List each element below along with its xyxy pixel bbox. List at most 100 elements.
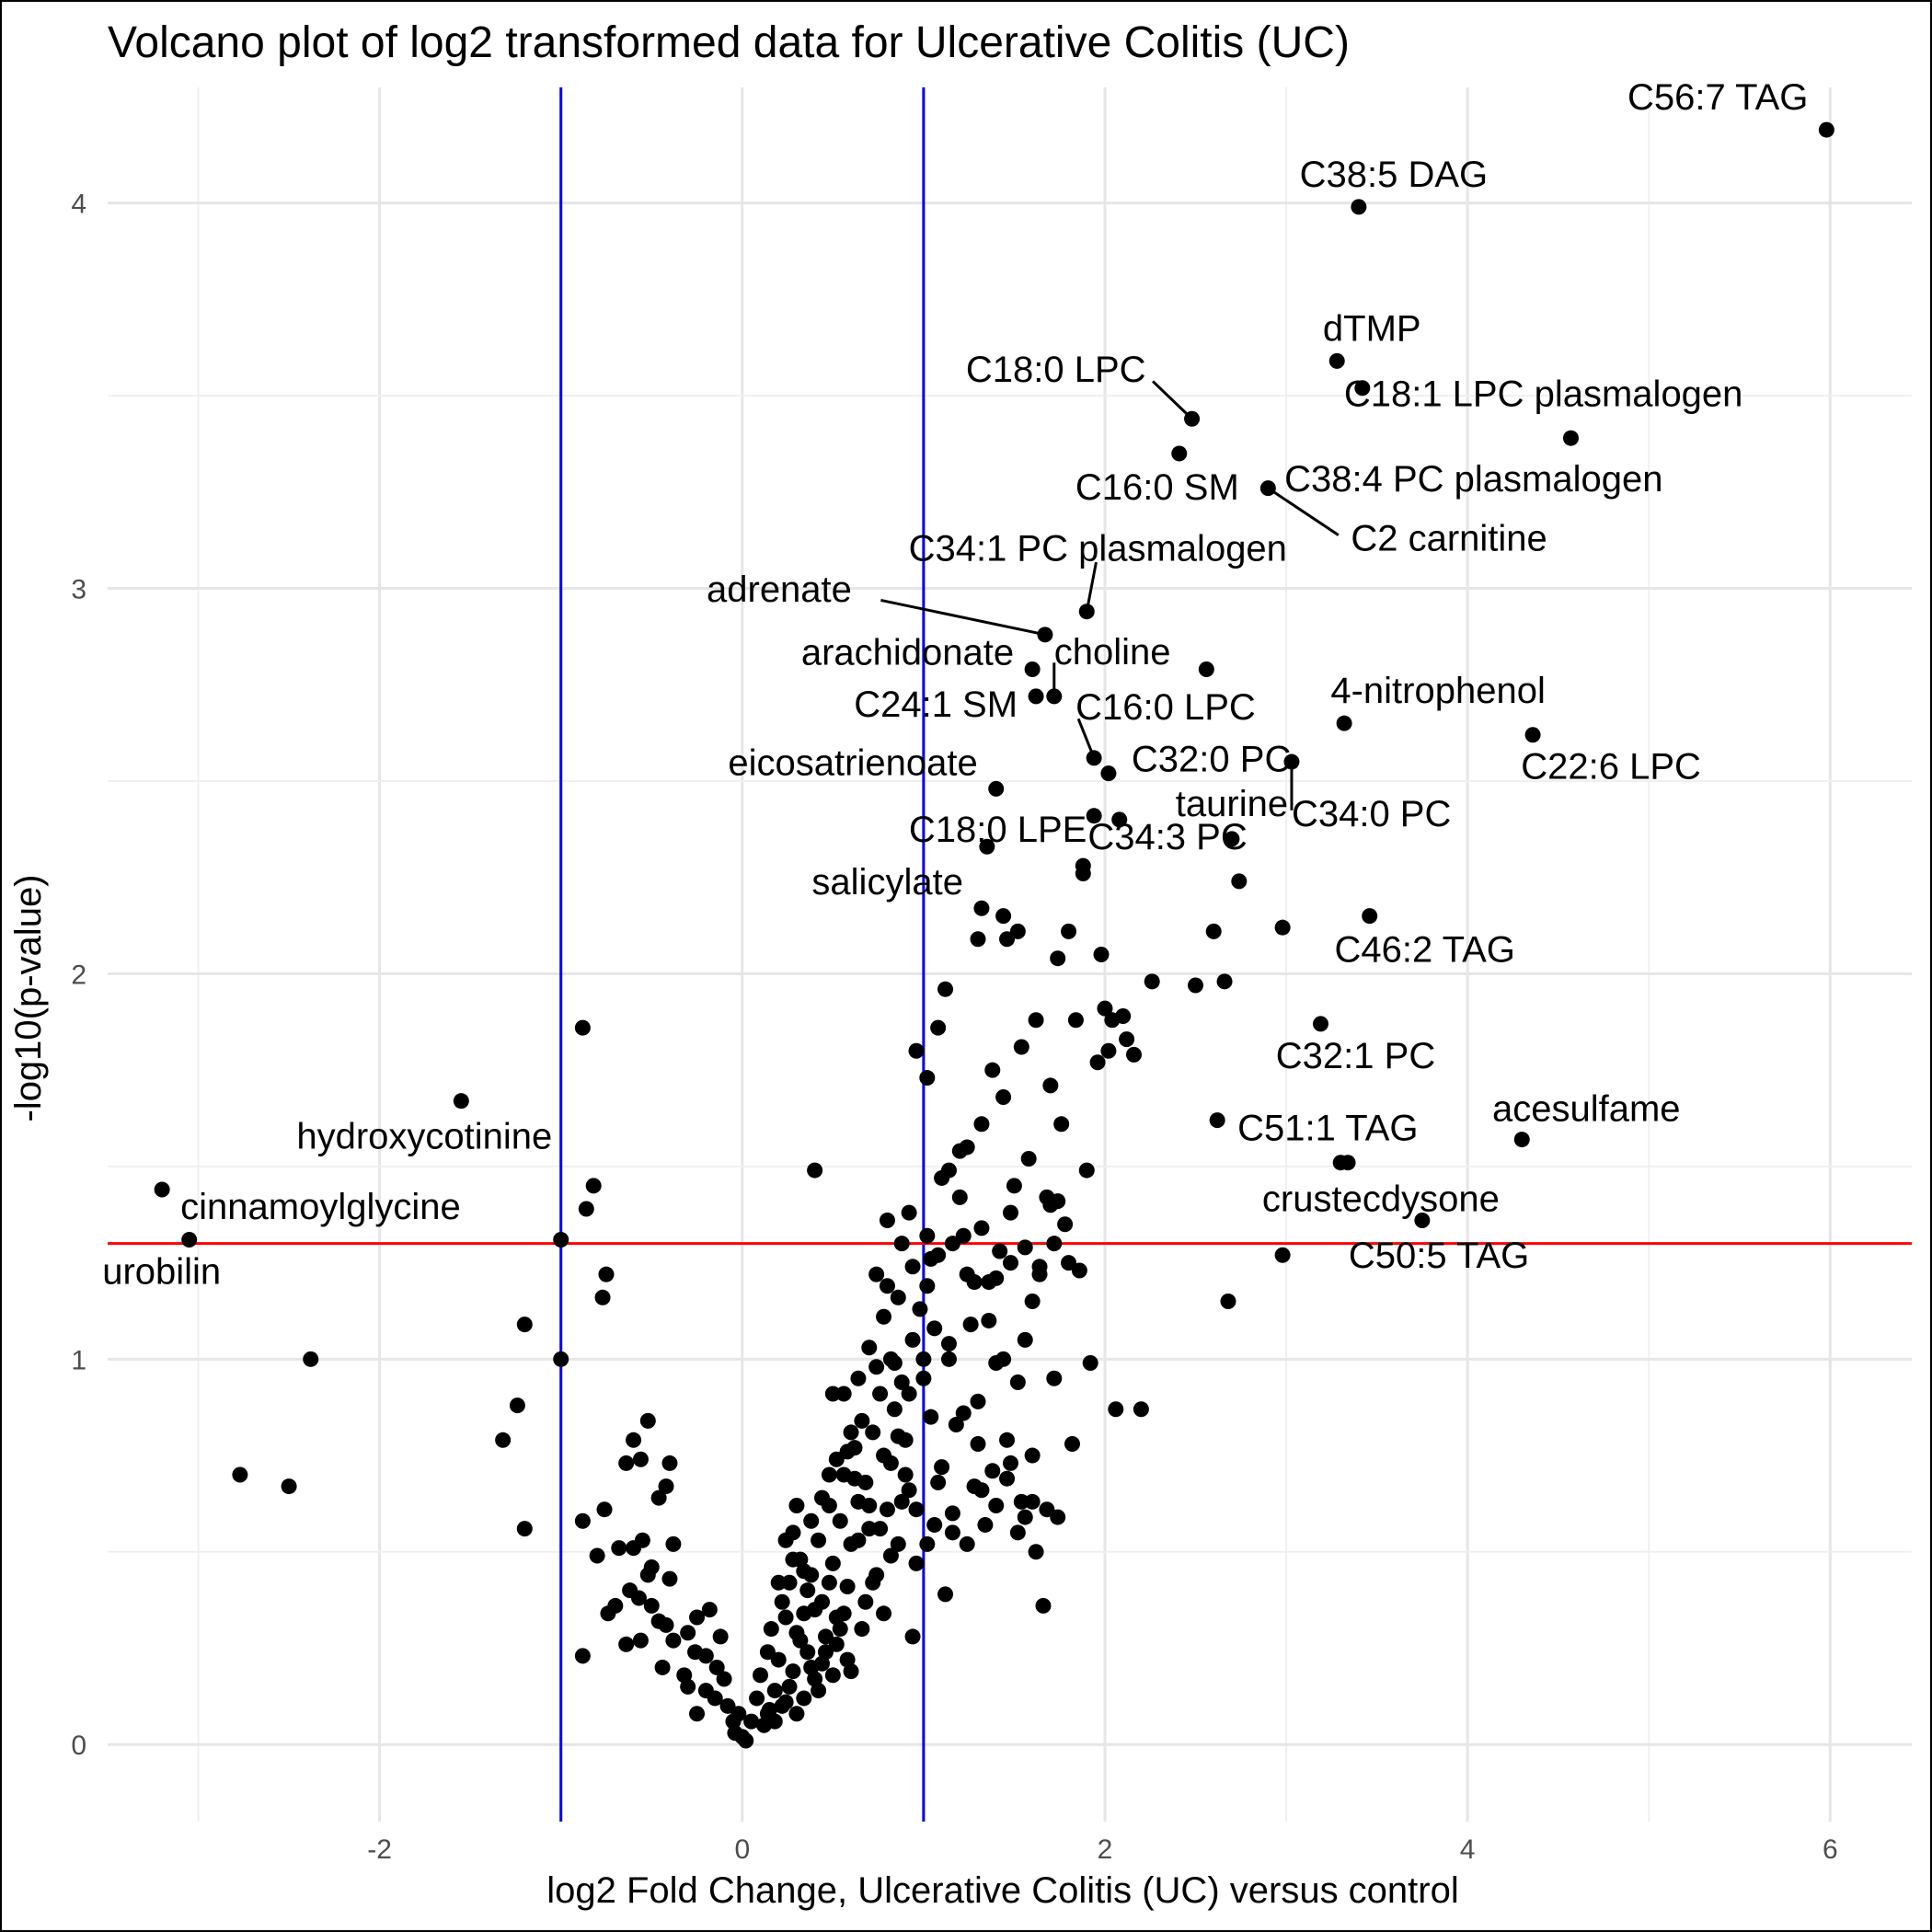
data-point bbox=[643, 1597, 660, 1614]
point-label: dTMP bbox=[1323, 308, 1421, 349]
point-label: C34:3 PC bbox=[1087, 817, 1247, 857]
data-point bbox=[879, 1501, 895, 1518]
data-point bbox=[944, 1524, 960, 1541]
data-point bbox=[1231, 873, 1248, 890]
data-point bbox=[1198, 661, 1214, 678]
data-point bbox=[876, 1308, 892, 1325]
label-leader-line bbox=[1267, 487, 1340, 536]
data-point bbox=[796, 1563, 812, 1580]
data-point bbox=[1086, 808, 1102, 824]
data-point bbox=[594, 1289, 611, 1305]
data-point bbox=[839, 1443, 856, 1460]
data-point bbox=[743, 1713, 760, 1730]
data-point bbox=[799, 1644, 816, 1661]
data-point bbox=[1031, 1266, 1048, 1282]
point-label: C2 carnitine bbox=[1351, 519, 1547, 559]
point-label: hydroxycotinine bbox=[296, 1117, 552, 1157]
point-label: C18:0 LPC bbox=[966, 350, 1146, 390]
data-point bbox=[689, 1706, 706, 1722]
x-tick-label: 4 bbox=[1460, 1834, 1476, 1865]
point-label: C50:5 TAG bbox=[1349, 1236, 1529, 1276]
data-point bbox=[697, 1683, 714, 1699]
data-point bbox=[763, 1621, 779, 1638]
data-point bbox=[766, 1683, 783, 1699]
data-point bbox=[1020, 1151, 1037, 1167]
point-label: C24:1 SM bbox=[854, 684, 1018, 725]
data-point bbox=[1039, 1501, 1055, 1518]
data-point bbox=[788, 1498, 805, 1514]
chart-title: Volcano plot of log2 transformed data fo… bbox=[108, 18, 1350, 67]
point-label: C38:5 DAG bbox=[1300, 155, 1489, 195]
data-point bbox=[872, 1521, 889, 1537]
data-point bbox=[940, 1351, 957, 1367]
data-point bbox=[753, 1667, 769, 1684]
point-label: C18:0 LPE bbox=[909, 810, 1087, 850]
data-point bbox=[828, 1636, 845, 1652]
data-point bbox=[719, 1697, 736, 1714]
data-point bbox=[553, 1231, 569, 1248]
data-point bbox=[1046, 1236, 1063, 1252]
data-point bbox=[882, 1455, 899, 1471]
data-point bbox=[730, 1706, 747, 1722]
data-point bbox=[661, 1570, 678, 1587]
data-point bbox=[665, 1535, 682, 1552]
y-axis-title: -log10(p-value) bbox=[8, 874, 49, 1121]
labeled-data-point bbox=[1562, 430, 1579, 446]
data-point bbox=[973, 1220, 990, 1236]
data-point bbox=[689, 1609, 706, 1626]
data-point bbox=[865, 1574, 881, 1591]
labeled-data-point bbox=[988, 780, 1005, 797]
data-point bbox=[904, 1628, 921, 1645]
point-label: acesulfame bbox=[1492, 1089, 1681, 1130]
point-label: cinnamoylglycine bbox=[180, 1187, 461, 1227]
data-point bbox=[854, 1412, 870, 1429]
data-point bbox=[781, 1678, 798, 1695]
labeled-data-point bbox=[1224, 831, 1240, 847]
data-point bbox=[817, 1644, 834, 1661]
data-point bbox=[634, 1532, 650, 1548]
data-point bbox=[839, 1651, 856, 1668]
data-point bbox=[1024, 1294, 1041, 1309]
data-point bbox=[661, 1455, 678, 1471]
data-point bbox=[959, 1535, 975, 1552]
data-point bbox=[999, 1470, 1016, 1487]
data-point bbox=[607, 1597, 624, 1614]
label-leader-line bbox=[1085, 561, 1098, 612]
data-point bbox=[611, 1540, 627, 1557]
labeled-data-point bbox=[1209, 1112, 1225, 1129]
data-point bbox=[1100, 1042, 1117, 1059]
data-point bbox=[872, 1386, 889, 1402]
data-point bbox=[303, 1351, 319, 1367]
data-point bbox=[727, 1725, 743, 1742]
data-point bbox=[803, 1512, 820, 1529]
data-point bbox=[940, 1162, 957, 1179]
data-point bbox=[886, 1355, 903, 1372]
data-point bbox=[912, 1301, 928, 1317]
data-point bbox=[893, 1493, 910, 1510]
data-point bbox=[1006, 1178, 1022, 1194]
data-point bbox=[995, 1088, 1012, 1105]
data-point bbox=[1042, 1077, 1059, 1094]
data-point bbox=[908, 1042, 925, 1059]
data-point bbox=[759, 1644, 776, 1661]
data-point bbox=[680, 1625, 696, 1641]
data-point bbox=[1024, 1447, 1041, 1464]
data-point bbox=[1061, 923, 1077, 939]
labeled-data-point bbox=[973, 900, 990, 916]
data-point bbox=[882, 1547, 899, 1564]
data-point bbox=[1017, 1331, 1033, 1348]
data-point bbox=[1089, 1054, 1106, 1071]
data-point bbox=[828, 1451, 845, 1467]
data-point bbox=[553, 1351, 569, 1367]
x-tick-label: 0 bbox=[734, 1834, 750, 1865]
data-point bbox=[1057, 1216, 1074, 1233]
data-point bbox=[1028, 1544, 1044, 1560]
labeled-data-point bbox=[1328, 352, 1345, 369]
data-point bbox=[632, 1632, 649, 1649]
data-point bbox=[516, 1317, 533, 1333]
y-tick-labels: 0 1 2 3 4 bbox=[71, 190, 86, 1762]
data-point bbox=[868, 1359, 885, 1375]
data-point bbox=[930, 1474, 947, 1490]
